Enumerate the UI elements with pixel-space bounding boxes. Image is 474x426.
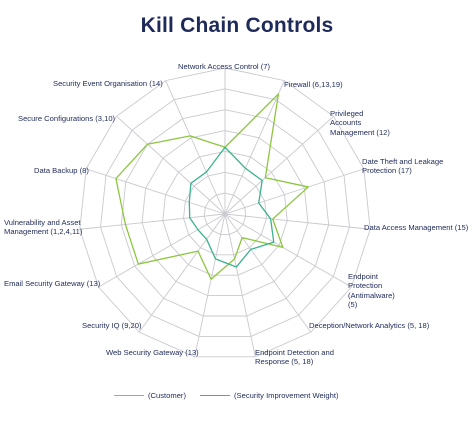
- legend: (Customer) (Security Improvement Weight): [0, 391, 474, 405]
- axis-label-1: Network Access Control (7): [178, 62, 270, 71]
- grid-spoke-4: [224, 168, 364, 215]
- axis-label-13: Data Backup (8): [34, 166, 89, 175]
- legend-label-customer: (Customer): [148, 391, 186, 400]
- axis-label-6: Endpoint Protection (Antimalware) (5): [348, 272, 395, 310]
- grid-ring-5: [120, 109, 330, 317]
- chart-title: Kill Chain Controls: [140, 14, 334, 37]
- grid-spoke-13: [86, 168, 226, 215]
- grid-ring-3: [162, 150, 288, 276]
- series-line-weight: [188, 146, 275, 268]
- grid-spoke-12: [79, 213, 226, 230]
- grid-ring-4: [141, 130, 309, 297]
- legend-label-weight: (Security Improvement Weight): [234, 391, 339, 400]
- grid-ring-6: [100, 88, 350, 337]
- grid-spoke-7: [224, 213, 312, 333]
- axis-label-7: Deception/Network Analytics (5, 18): [309, 321, 430, 330]
- axis-label-9: Web Security Gateway (13): [106, 348, 199, 357]
- axis-label-4: Date Theft and Leakage Protection (17): [362, 157, 444, 176]
- grid-spoke-8: [224, 213, 256, 357]
- grid-spoke-3: [224, 115, 334, 215]
- axis-label-8: Endpoint Detection and Response (5, 18): [255, 348, 334, 367]
- axis-label-3: Privileged Accounts Management (12): [330, 109, 390, 137]
- legend-item-customer: (Customer): [114, 391, 186, 400]
- axis-label-10: Security IQ (9,20): [82, 321, 142, 330]
- radar-grid: [79, 67, 371, 358]
- grid-spoke-5: [224, 213, 371, 230]
- grid-spoke-11: [98, 213, 226, 288]
- axis-label-12: Vulnerability and Asset Management (1,2,…: [4, 218, 83, 237]
- grid-spoke-10: [138, 213, 226, 333]
- axis-label-11: Email Security Gateway (13): [4, 279, 101, 288]
- grid-spoke-9: [194, 213, 226, 357]
- grid-ring-7: [79, 67, 371, 358]
- legend-swatch-weight: [200, 395, 230, 396]
- grid-spoke-15: [165, 80, 226, 215]
- grid-spoke-6: [224, 213, 352, 288]
- axis-label-15: Security Event Organisation (14): [53, 79, 163, 88]
- axis-label-14: Secure Configurations (3,10): [18, 114, 116, 123]
- legend-item-weight: (Security Improvement Weight): [200, 391, 339, 400]
- radar-series: [115, 93, 309, 280]
- axis-label-2: Firewall (6,13,19): [284, 80, 343, 89]
- grid-ring-1: [203, 192, 247, 235]
- series-line-customer: [115, 93, 309, 280]
- axis-label-5: Data Access Management (15): [364, 223, 469, 232]
- grid-spoke-14: [116, 115, 226, 215]
- grid-spoke-2: [224, 80, 285, 215]
- legend-swatch-customer: [114, 395, 144, 396]
